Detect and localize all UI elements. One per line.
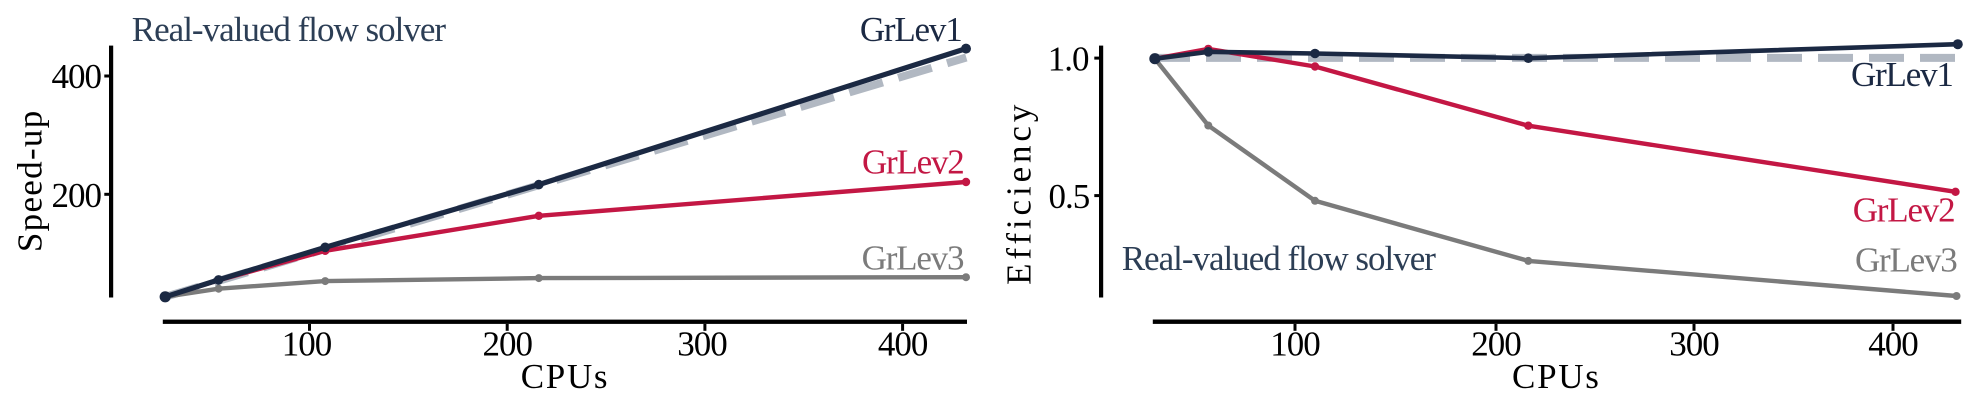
svg-text:Real-valued flow solver: Real-valued flow solver	[132, 10, 447, 49]
svg-text:300: 300	[1669, 325, 1719, 364]
svg-text:GrLev2: GrLev2	[862, 143, 964, 182]
svg-text:Real-valued flow solver: Real-valued flow solver	[1122, 239, 1437, 278]
svg-text:GrLev2: GrLev2	[1853, 191, 1955, 230]
svg-text:200: 200	[482, 325, 532, 364]
svg-text:Efficiency: Efficiency	[1000, 101, 1039, 285]
svg-text:100: 100	[1270, 325, 1320, 364]
svg-text:GrLev1: GrLev1	[860, 10, 962, 49]
svg-text:GrLev3: GrLev3	[1855, 241, 1957, 280]
svg-text:1.0: 1.0	[1048, 40, 1089, 79]
svg-text:100: 100	[282, 325, 332, 364]
svg-text:CPUs: CPUs	[521, 357, 610, 396]
svg-text:GrLev3: GrLev3	[862, 239, 964, 278]
svg-text:200: 200	[52, 176, 102, 215]
svg-text:400: 400	[878, 325, 928, 364]
svg-text:GrLev1: GrLev1	[1851, 55, 1953, 94]
svg-text:0.5: 0.5	[1048, 177, 1089, 216]
svg-text:400: 400	[1868, 325, 1918, 364]
svg-text:400: 400	[52, 57, 102, 96]
svg-text:CPUs: CPUs	[1512, 357, 1601, 396]
svg-text:Speed-up: Speed-up	[11, 110, 50, 253]
svg-text:300: 300	[677, 325, 727, 364]
svg-text:200: 200	[1471, 325, 1521, 364]
